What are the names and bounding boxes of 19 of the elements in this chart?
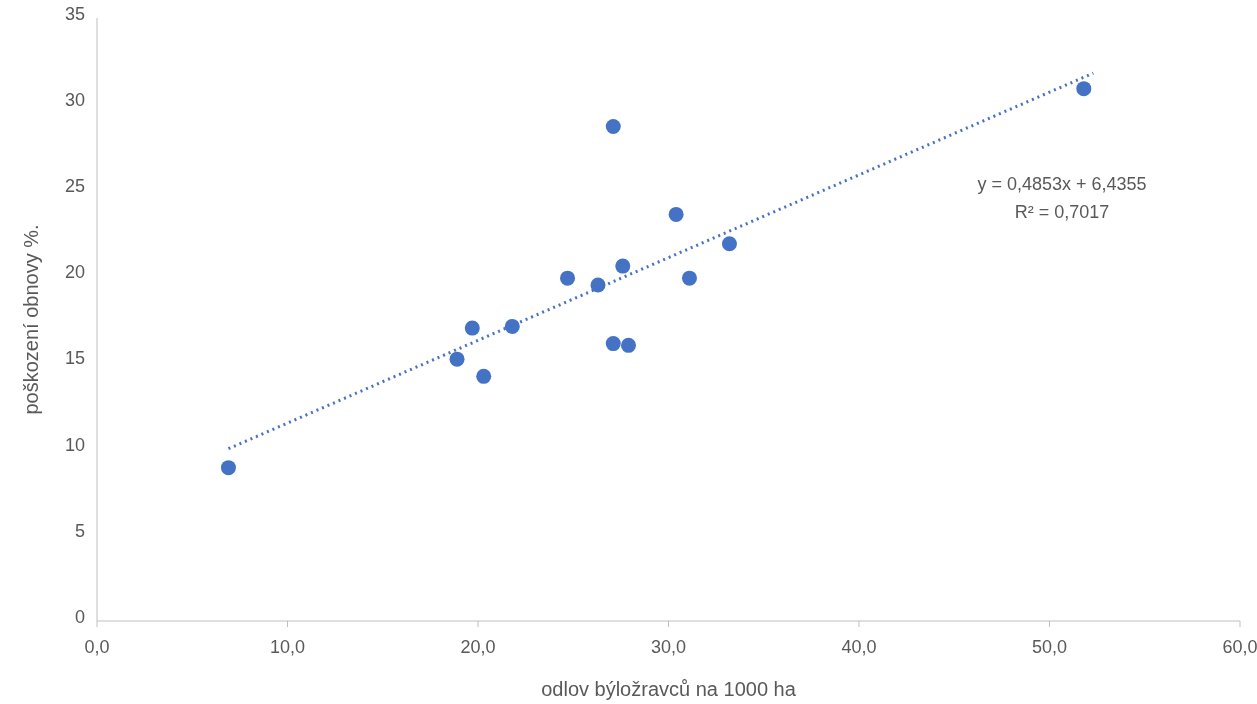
x-tick-label: 40,0: [841, 637, 877, 657]
x-tick-label: 10,0: [269, 637, 306, 657]
annotation: y = 0,4853x + 6,4355: [977, 174, 1147, 194]
y-tick-label: 0: [74, 606, 85, 627]
y-tick-label: 20: [64, 262, 85, 283]
x-tick-label: 60,0: [1222, 637, 1257, 657]
y-tick-label: 15: [64, 348, 85, 369]
x-tick-label: 30,0: [650, 637, 687, 657]
x-tick-label: 20,0: [460, 637, 496, 657]
y-tick-label: 35: [64, 3, 85, 24]
y-tick-label: 25: [64, 176, 85, 197]
x-tick-label: 50,0: [1031, 637, 1068, 657]
x-tick-label: 0,0: [84, 637, 110, 657]
y-tick-label: 30: [64, 89, 85, 110]
x-axis-title: odlov býložravců na 1000 ha: [541, 678, 797, 700]
y-axis-title: poškození obnovy %.: [20, 224, 42, 415]
annotation: R² = 0,7017: [1014, 202, 1110, 222]
y-tick-label: 5: [74, 520, 85, 541]
y-tick-label: 10: [64, 434, 85, 455]
